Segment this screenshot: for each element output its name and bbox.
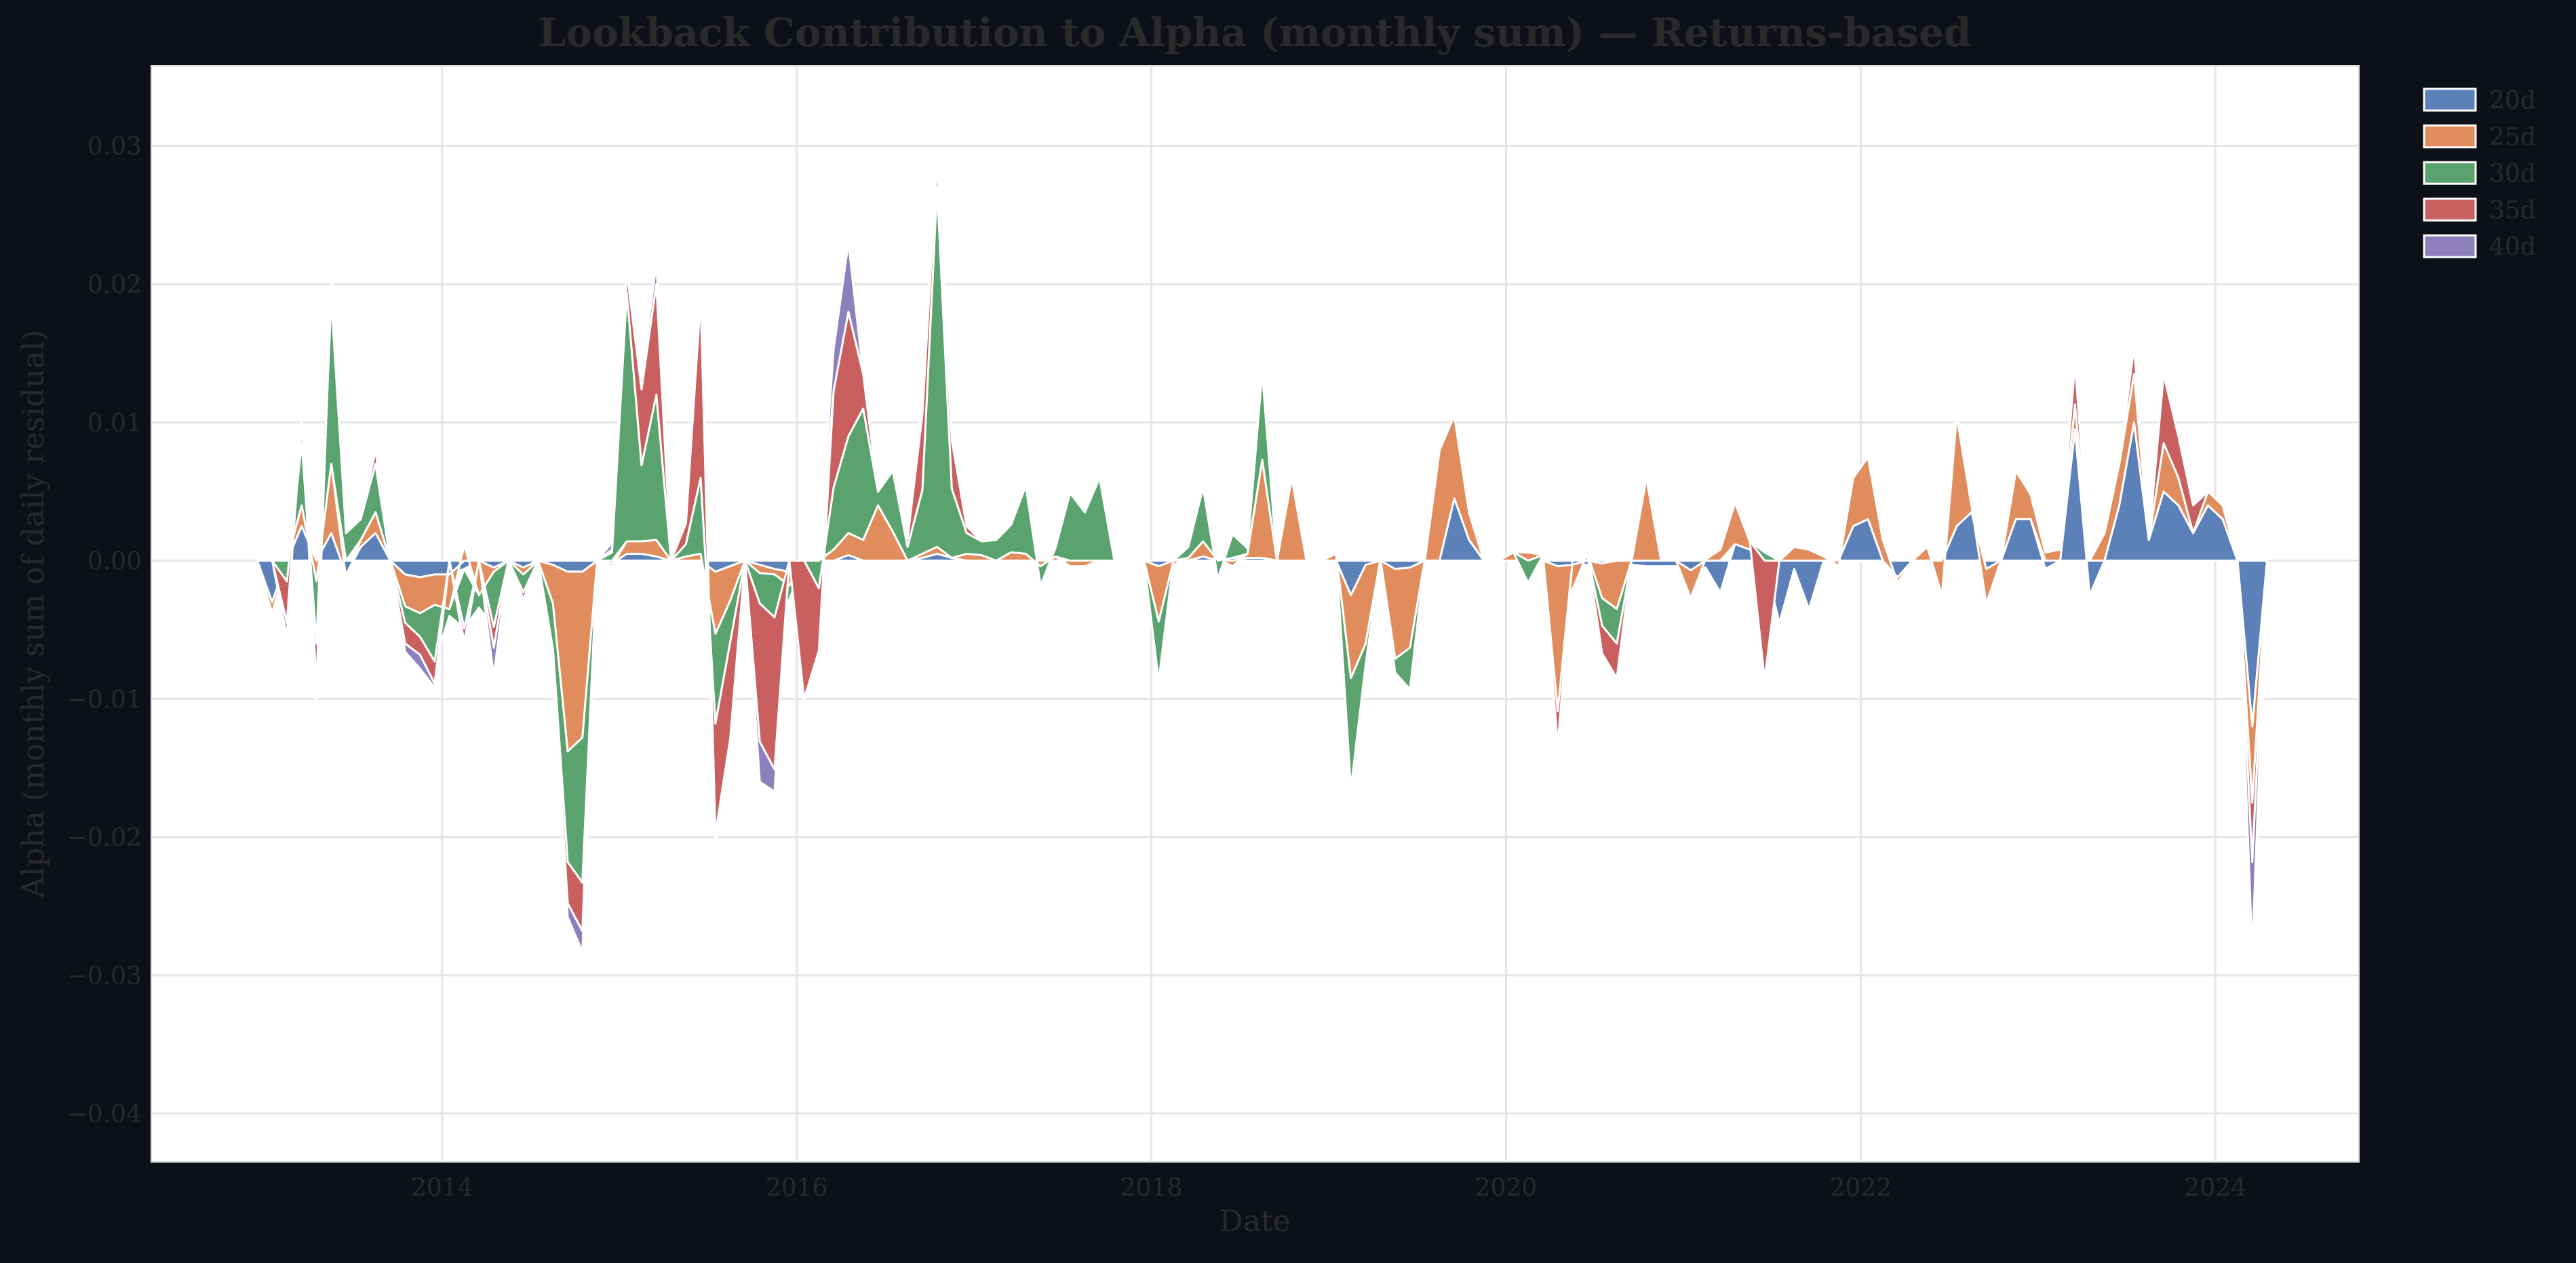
- x-tick-label: 2018: [1120, 1174, 1183, 1202]
- y-tick-label: −0.01: [67, 686, 142, 714]
- area-stack: [256, 159, 2268, 953]
- legend-label: 30d: [2489, 160, 2536, 188]
- y-axis-ticks: 0.03 0.02 0.01 0.00 −0.01 −0.02 −0.03 −0.04: [67, 133, 142, 1128]
- x-tick-label: 2020: [1475, 1174, 1538, 1202]
- y-tick-label: 0.02: [87, 271, 142, 299]
- legend-swatch: [2423, 234, 2477, 258]
- y-axis-label: Alpha (monthly sum of daily residual): [16, 330, 51, 899]
- legend-swatch: [2423, 88, 2477, 112]
- y-tick-label: 0.00: [87, 548, 142, 576]
- legend-label: 40d: [2489, 233, 2536, 261]
- area-series-40d: [256, 159, 2268, 953]
- x-tick-label: 2022: [1830, 1174, 1892, 1202]
- legend-label: 20d: [2489, 87, 2536, 115]
- x-tick-label: 2016: [766, 1174, 828, 1202]
- chart-title: Lookback Contribution to Alpha (monthly …: [539, 9, 1972, 56]
- plot-area: [151, 65, 2360, 1163]
- legend-swatch: [2423, 197, 2477, 222]
- legend-swatch: [2423, 161, 2477, 185]
- legend: 20d 25d 30d 35d 40d: [2423, 87, 2536, 261]
- legend-swatch: [2423, 124, 2477, 149]
- x-tick-label: 2014: [411, 1174, 473, 1202]
- legend-label: 25d: [2489, 123, 2536, 151]
- legend-label: 35d: [2489, 197, 2536, 225]
- y-tick-label: 0.03: [87, 133, 142, 161]
- x-axis-label: Date: [1219, 1204, 1290, 1239]
- y-tick-label: −0.03: [67, 963, 142, 990]
- x-tick-label: 2024: [2184, 1174, 2246, 1202]
- y-tick-label: 0.01: [87, 410, 142, 438]
- y-tick-label: −0.02: [67, 824, 142, 852]
- y-tick-label: −0.04: [67, 1101, 142, 1129]
- x-axis-ticks: 2014 2016 2018 2020 2022 2024: [411, 1174, 2246, 1202]
